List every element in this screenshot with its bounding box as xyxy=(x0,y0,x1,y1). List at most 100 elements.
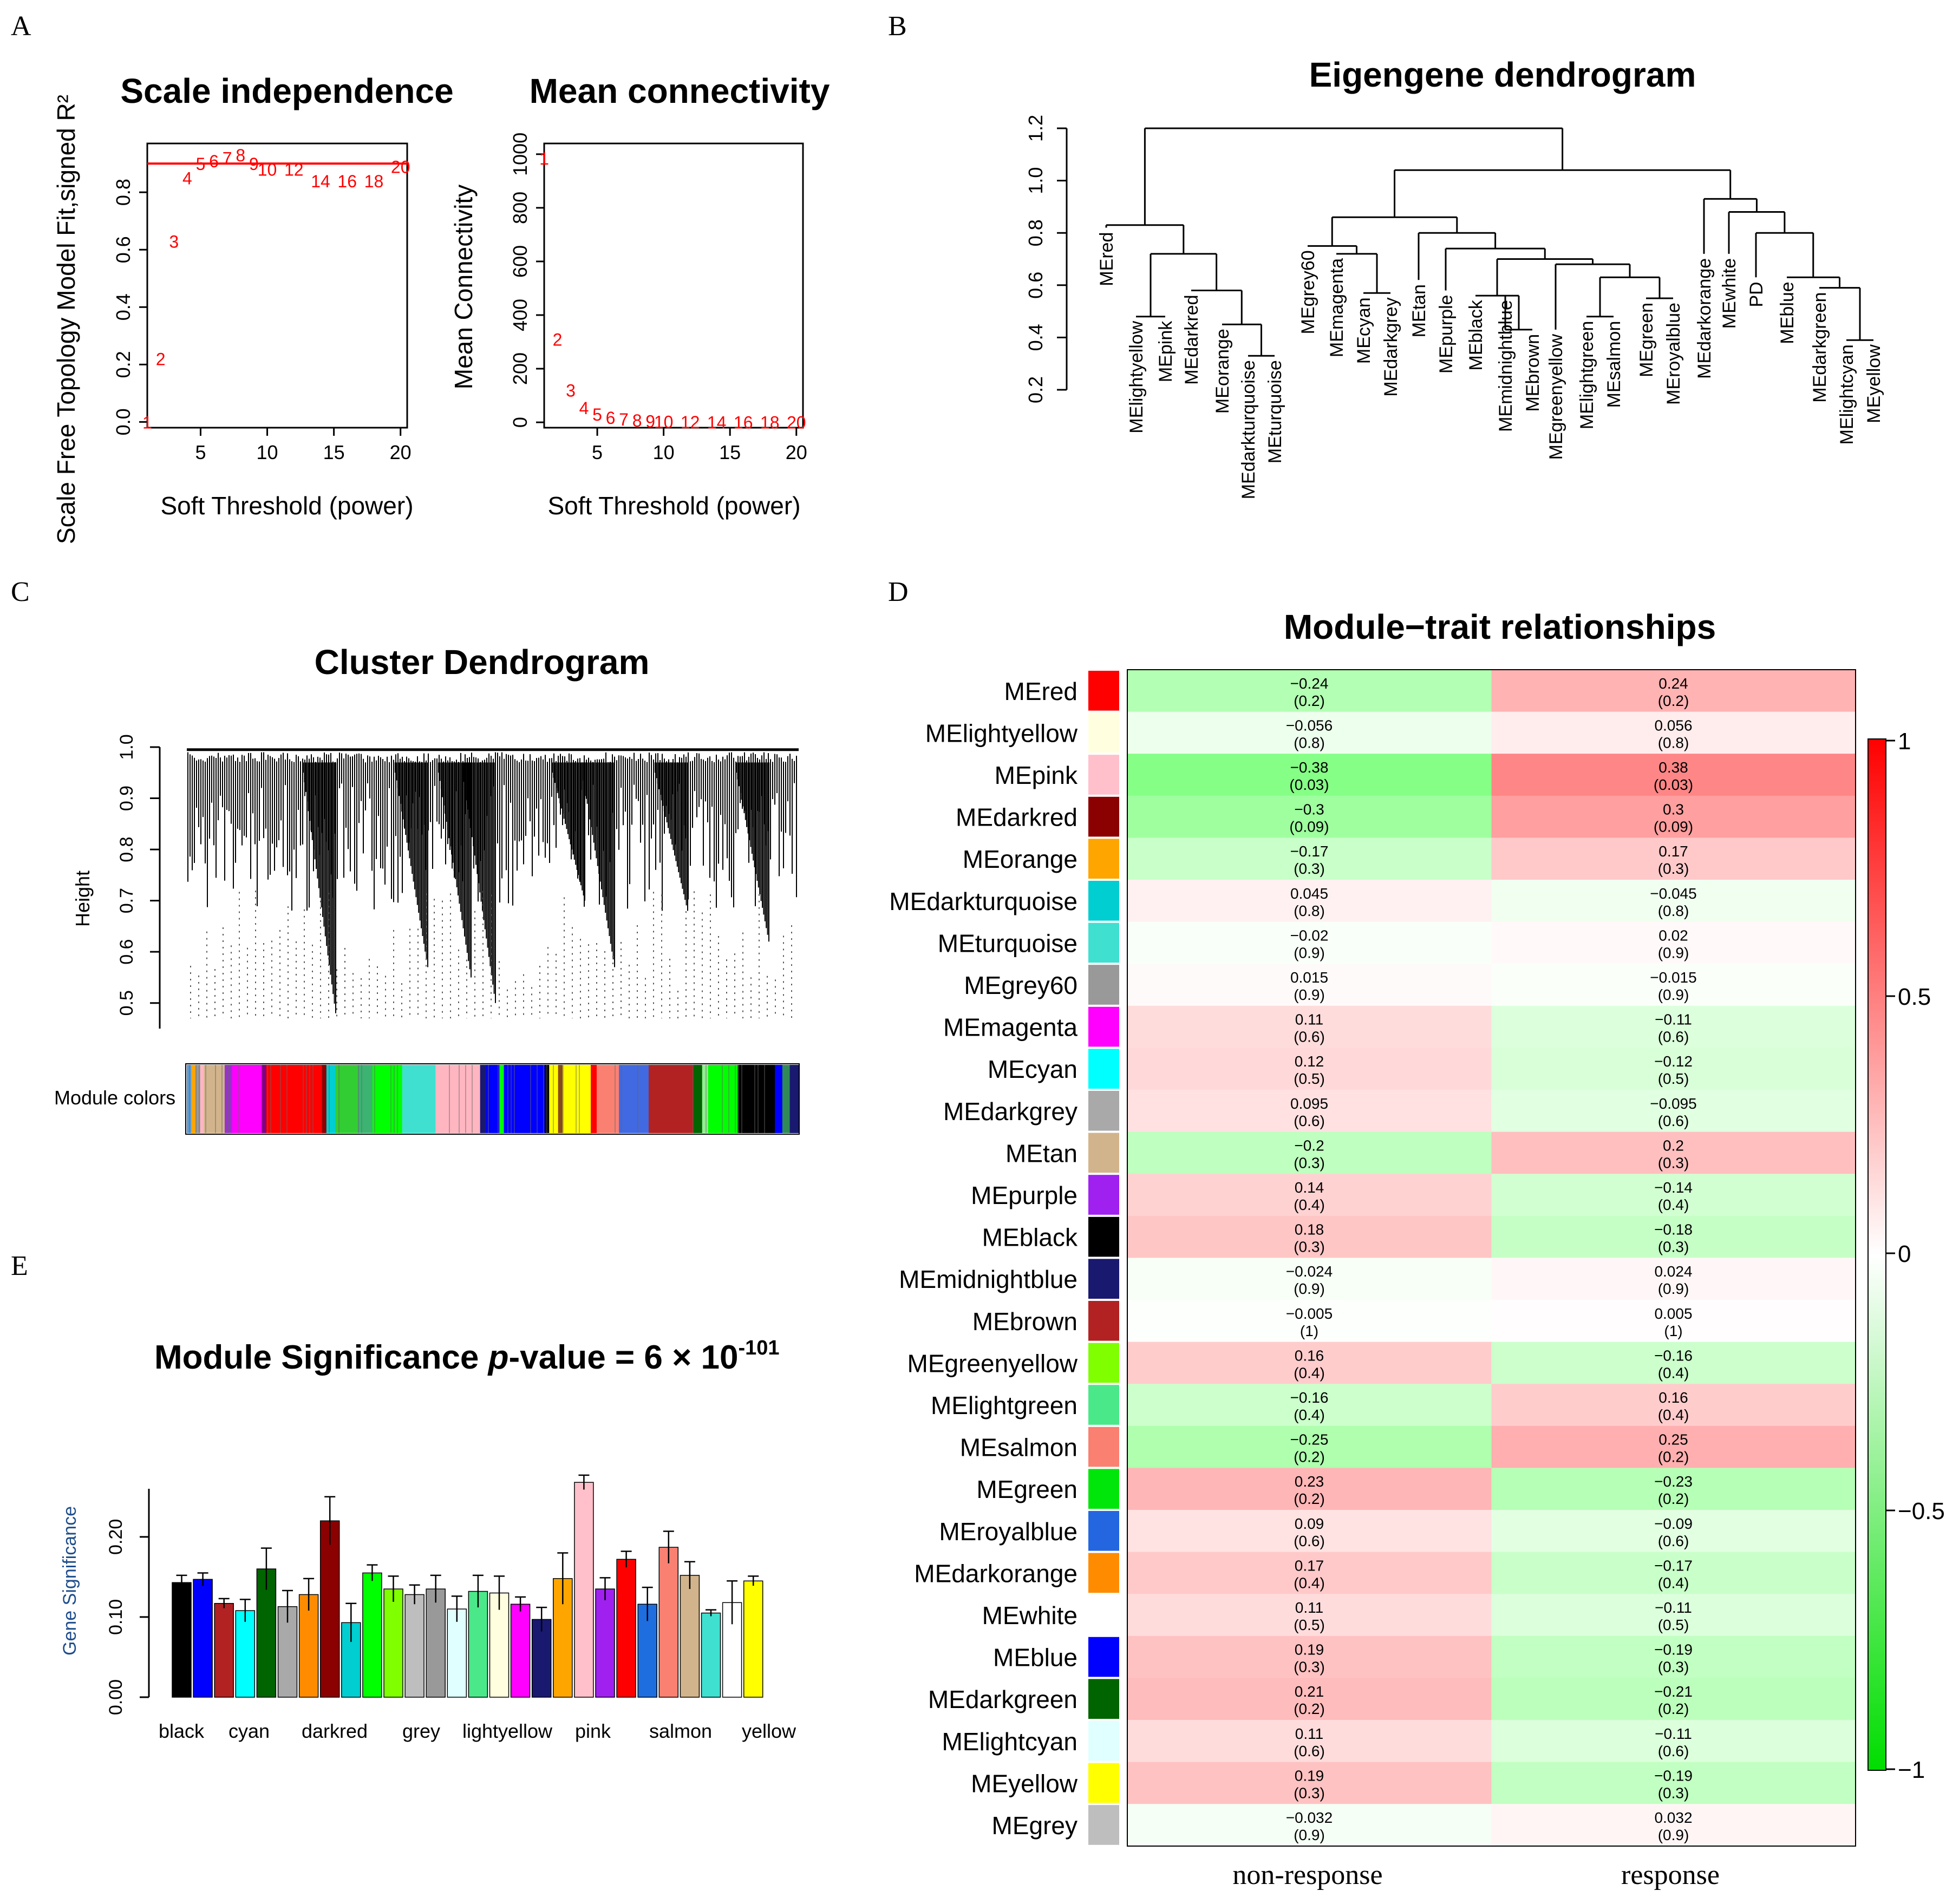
cell-pvalue: (0.5) xyxy=(1658,1617,1689,1633)
cell-pvalue: (0.3) xyxy=(1294,1784,1325,1801)
dendrogram-cluster xyxy=(736,762,769,942)
column-label-response: response xyxy=(1621,1860,1720,1890)
cell-pvalue: (1) xyxy=(1300,1323,1318,1339)
cell-pvalue: (0.2) xyxy=(1294,692,1325,709)
module-bar-brown xyxy=(214,1603,234,1698)
cell-pvalue: (0.2) xyxy=(1658,1490,1689,1507)
eigengene-leaf-label: MEpurple xyxy=(1436,295,1457,374)
cell-correlation: 0.24 xyxy=(1658,675,1688,692)
y-tick-label: 0.6 xyxy=(112,236,134,263)
cell-correlation: −0.16 xyxy=(1654,1347,1693,1364)
cell-pvalue: (0.2) xyxy=(1658,1449,1689,1465)
heatmap-cell xyxy=(1127,670,1492,712)
heatmap-cell xyxy=(1127,1342,1492,1384)
module-color-swatch xyxy=(1088,712,1119,753)
eigengene-leaf-label: MEblack xyxy=(1466,299,1486,370)
x-tick-label: 10 xyxy=(257,441,278,463)
colorbar-tick-label: −1 xyxy=(1898,1757,1925,1783)
cell-correlation: 0.2 xyxy=(1663,1137,1684,1154)
cell-correlation: −0.14 xyxy=(1654,1179,1693,1196)
module-bar-grey xyxy=(404,1594,425,1698)
module-row-label: MEpurple xyxy=(971,1181,1078,1209)
panel-b-eigengene-dendrogram: Eigengene dendrogram 0.20.40.60.81.01.2 … xyxy=(1024,55,1884,499)
module-row-label: MEdarkorange xyxy=(914,1559,1078,1587)
module-bar-yellow xyxy=(743,1580,763,1698)
y-tick-label: 0.2 xyxy=(1024,376,1047,403)
power-point: 16 xyxy=(337,172,357,191)
cell-pvalue: (0.6) xyxy=(1658,1743,1689,1759)
eigengene-leaf-label: MEdarkturquoise xyxy=(1238,360,1259,499)
heatmap-cell xyxy=(1491,964,1856,1006)
module-color-swatch xyxy=(1088,755,1119,795)
y-tick-label: 400 xyxy=(509,299,531,331)
cell-pvalue: (0.9) xyxy=(1294,986,1325,1003)
cell-pvalue: (0.8) xyxy=(1658,734,1689,751)
eigengene-leaf-label: MElightcyan xyxy=(1837,344,1857,444)
module-row-label: MEcyan xyxy=(988,1055,1078,1083)
module-color-swatch xyxy=(1088,1595,1119,1635)
colorbar-tick-label: 1 xyxy=(1898,728,1911,755)
module-color-swatch xyxy=(1088,839,1119,879)
eigengene-leaf-label: MEroyalblue xyxy=(1663,303,1684,405)
x-category-label: darkred xyxy=(302,1720,368,1742)
module-color-swatch xyxy=(1088,1343,1119,1383)
eigengene-leaf-label: MEcyan xyxy=(1354,297,1374,364)
cell-correlation: −0.024 xyxy=(1286,1263,1333,1280)
power-point: 9 xyxy=(645,412,655,431)
x-category-label: black xyxy=(159,1720,205,1742)
power-point: 7 xyxy=(223,149,232,168)
cell-correlation: −0.17 xyxy=(1290,843,1329,860)
cell-correlation: 0.19 xyxy=(1295,1641,1324,1658)
y-tick-label: 0.10 xyxy=(106,1599,126,1635)
y-tick-label: 0.0 xyxy=(112,408,134,435)
module-color-swatch xyxy=(1088,965,1119,1005)
heatmap-cell xyxy=(1127,1300,1492,1343)
module-color-stripe xyxy=(195,1065,201,1133)
eigengene-leaf-label: MEdarkgreen xyxy=(1810,292,1830,403)
module-bar-lightgreen xyxy=(468,1591,488,1698)
eigengene-leaf-label: MEyellow xyxy=(1864,344,1884,423)
module-color-stripe xyxy=(480,1065,487,1133)
module-row-label: MEmagenta xyxy=(943,1013,1078,1042)
module-color-stripe xyxy=(499,1065,505,1133)
cell-correlation: 0.024 xyxy=(1654,1263,1692,1280)
module-color-swatch xyxy=(1088,1006,1119,1047)
heatmap-cell xyxy=(1127,838,1492,880)
module-row-label: MEdarkgrey xyxy=(943,1097,1078,1126)
cell-correlation: −0.095 xyxy=(1650,1095,1696,1112)
module-bar-salmon xyxy=(658,1547,679,1698)
module-color-swatch xyxy=(1088,1553,1119,1593)
cell-pvalue: (0.4) xyxy=(1294,1406,1325,1423)
module-color-stripe xyxy=(648,1065,694,1133)
cell-pvalue: (0.3) xyxy=(1658,860,1689,877)
eigengene-leaf-label: MEred xyxy=(1096,232,1117,286)
eigengene-leaf-label: MEgreen xyxy=(1636,303,1657,377)
power-point: 4 xyxy=(579,398,589,418)
cell-pvalue: (0.4) xyxy=(1294,1574,1325,1591)
cell-pvalue: (0.9) xyxy=(1658,1280,1689,1297)
module-color-swatch xyxy=(1088,796,1119,837)
x-tick-label: 15 xyxy=(323,441,345,463)
cell-correlation: 0.032 xyxy=(1654,1809,1692,1826)
module-color-swatch xyxy=(1088,1469,1119,1509)
module-color-swatch xyxy=(1088,1259,1119,1299)
module-color-stripe xyxy=(591,1065,597,1133)
module-row-label: MEbrown xyxy=(972,1307,1078,1336)
power-point: 3 xyxy=(566,381,576,401)
heatmap-cell xyxy=(1127,711,1492,754)
cell-pvalue: (0.8) xyxy=(1294,734,1325,751)
y-tick-label: 0.8 xyxy=(1024,219,1047,246)
cell-correlation: −0.12 xyxy=(1654,1053,1693,1070)
module-color-swatch xyxy=(1088,1049,1119,1089)
eigengene-leaf-label: MEmidnightblue xyxy=(1496,300,1516,432)
gene-significance-ylabel: Gene Significance xyxy=(60,1506,80,1656)
cell-pvalue: (0.4) xyxy=(1658,1406,1689,1423)
heatmap-cell xyxy=(1491,711,1856,754)
mean-connectivity-xlabel: Soft Threshold (power) xyxy=(547,492,800,520)
power-point: 18 xyxy=(760,413,780,433)
heatmap-cell xyxy=(1127,1678,1492,1720)
power-point: 4 xyxy=(182,169,192,188)
y-tick-label: 0.20 xyxy=(106,1519,126,1555)
cell-correlation: −0.11 xyxy=(1655,1599,1692,1616)
heatmap-cell xyxy=(1127,1804,1492,1847)
